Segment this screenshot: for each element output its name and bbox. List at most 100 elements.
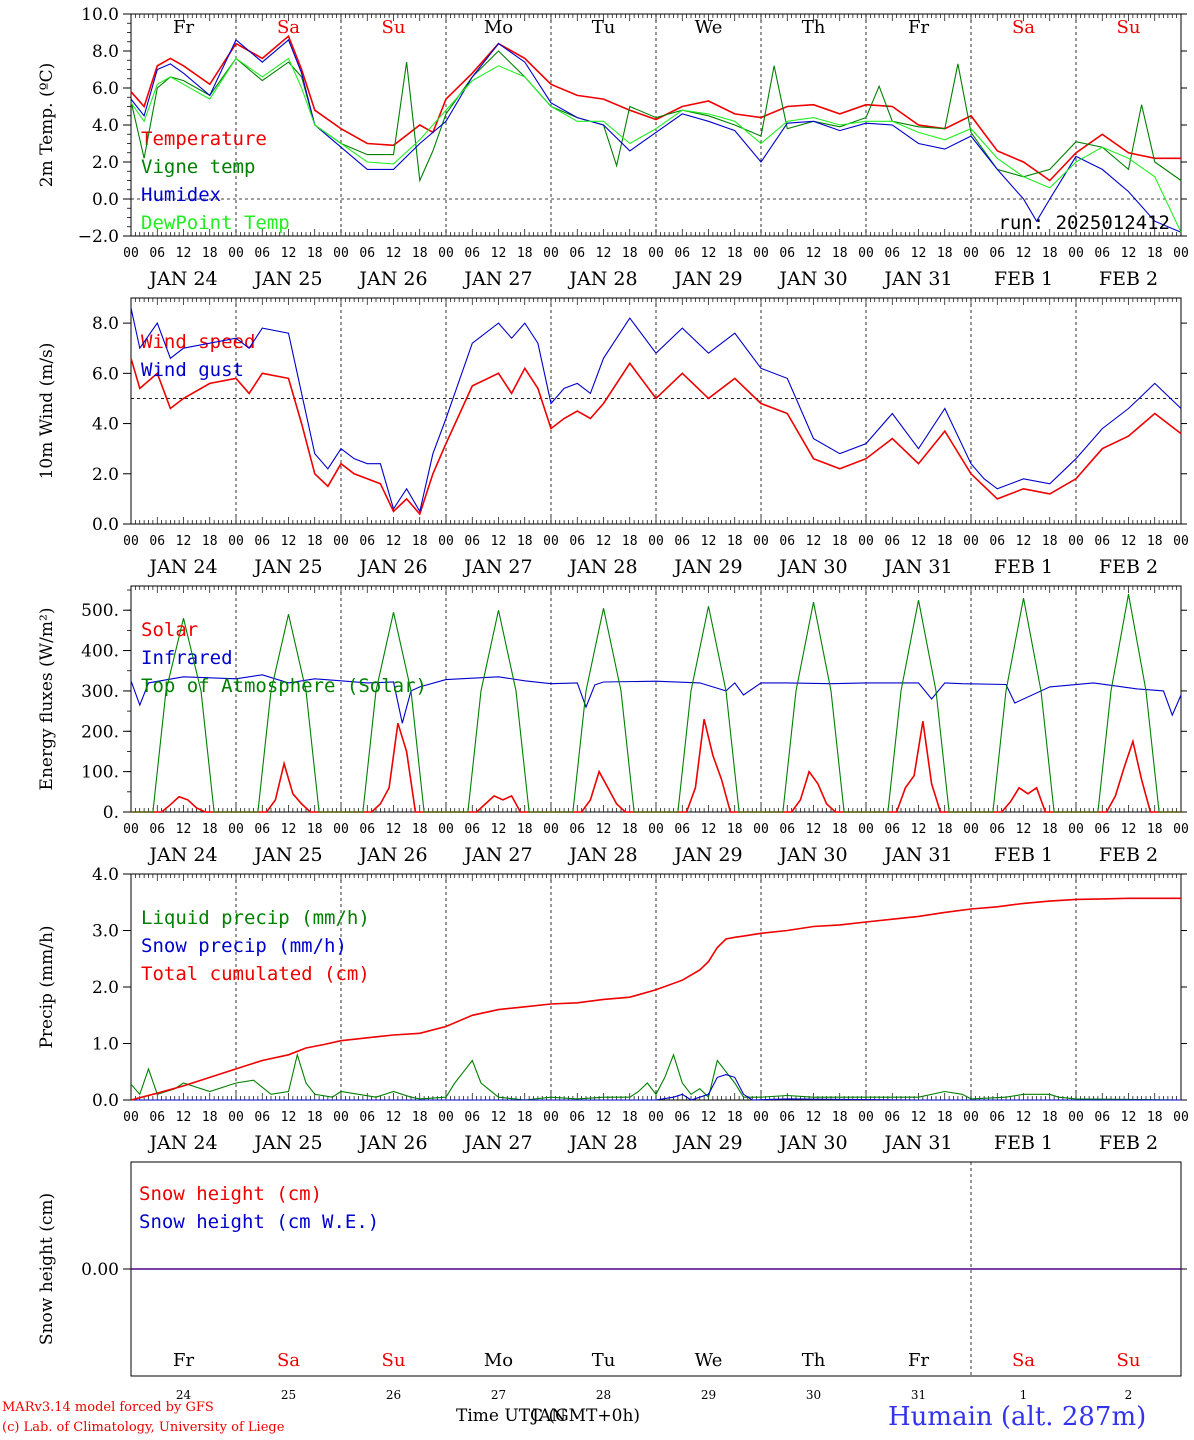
hour-tick-label: 12: [491, 1110, 507, 1125]
hour-tick-label: 18: [307, 822, 323, 837]
date-label: JAN 31: [882, 1132, 952, 1154]
hour-tick-label: 18: [1147, 1110, 1163, 1125]
series-line: [130, 57, 1182, 233]
hour-tick-label: 12: [491, 822, 507, 837]
hour-tick-label: 06: [674, 534, 690, 549]
hour-tick-label: 12: [281, 822, 297, 837]
hour-tick-label: 00: [648, 822, 664, 837]
hour-tick-label: 18: [1042, 246, 1058, 261]
y-tick-label: 0.0: [92, 1091, 119, 1111]
hour-tick-label: 12: [1121, 822, 1137, 837]
panel-5: 0.00 Snow height (cm) Snow height (cm) Snow…: [37, 1161, 1187, 1402]
hour-tick-label: 18: [622, 822, 638, 837]
hour-tick-label: 06: [254, 1110, 270, 1125]
panel-4: 4.0 3.0 2.0 1.0 0.0 Precip (mm/h) Liquid preci…: [37, 865, 1189, 1154]
day-name: Fr: [908, 1350, 929, 1371]
hour-tick-label: 18: [937, 534, 953, 549]
hour-tick-label: 06: [464, 246, 480, 261]
hour-tick-label: 06: [884, 1110, 900, 1125]
hour-tick-label: 12: [386, 1110, 402, 1125]
day-number: 25: [281, 1388, 296, 1402]
run-label: run: 2025012412: [998, 212, 1170, 234]
y-tick-label: −2.0: [78, 227, 119, 247]
hour-tick-label: 06: [464, 1110, 480, 1125]
hour-tick-label: 12: [701, 246, 717, 261]
hour-tick-label: 12: [491, 534, 507, 549]
hour-tick-label: 18: [1042, 822, 1058, 837]
day-name: Fr: [908, 17, 929, 38]
hour-tick-label: 00: [1173, 1110, 1189, 1125]
hour-tick-label: 18: [1147, 822, 1163, 837]
y-tick-label: 4.0: [92, 865, 119, 885]
date-label: JAN 24: [147, 268, 217, 290]
date-label: JAN 30: [777, 556, 847, 578]
hour-tick-label: 06: [1094, 1110, 1110, 1125]
legend-entry: Liquid precip (mm/h): [141, 907, 370, 929]
hour-tick-label: 12: [1016, 1110, 1032, 1125]
day-number: 27: [491, 1388, 506, 1402]
day-name: Mo: [484, 17, 513, 38]
site-label: Humain (alt. 287m): [888, 1402, 1147, 1432]
hour-tick-label: 12: [806, 246, 822, 261]
hour-tick-label: 18: [517, 246, 533, 261]
y-tick-label: 300.: [81, 682, 119, 702]
day-name: Sa: [277, 1350, 300, 1371]
day-number: 28: [596, 1388, 611, 1402]
date-label: JAN 27: [462, 556, 532, 578]
date-label: JAN 27: [462, 1132, 532, 1154]
hour-tick-label: 06: [1094, 534, 1110, 549]
y-tick-label: 500.: [81, 601, 119, 621]
day-name: Tu: [592, 1350, 616, 1371]
day-name: Sa: [277, 17, 300, 38]
hour-tick-label: 00: [123, 822, 139, 837]
hour-tick-label: 06: [569, 534, 585, 549]
hour-tick-label: 18: [412, 822, 428, 837]
date-label: JAN 25: [252, 1132, 322, 1154]
y-tick-label: 6.0: [92, 364, 119, 384]
hour-tick-label: 12: [806, 1110, 822, 1125]
day-number: 1: [1020, 1388, 1028, 1402]
date-label: JAN 29: [672, 844, 742, 866]
y-tick-label: 4.0: [92, 116, 119, 136]
hour-tick-label: 06: [569, 246, 585, 261]
date-label: JAN 30: [777, 844, 847, 866]
hour-tick-label: 18: [412, 246, 428, 261]
hour-tick-label: 12: [1016, 822, 1032, 837]
hour-tick-label: 12: [386, 246, 402, 261]
hour-tick-label: 12: [806, 534, 822, 549]
hour-tick-label: 18: [517, 822, 533, 837]
hour-tick-label: 18: [202, 822, 218, 837]
legend-entry: Temperature: [141, 128, 267, 150]
hour-tick-label: 18: [1042, 534, 1058, 549]
date-label: JAN 31: [882, 556, 952, 578]
hour-tick-label: 00: [333, 246, 349, 261]
hour-tick-label: 12: [1016, 534, 1032, 549]
hour-tick-label: 12: [911, 1110, 927, 1125]
date-label: JAN 31: [882, 268, 952, 290]
date-label: FEB 1: [994, 1132, 1053, 1154]
hour-tick-label: 00: [543, 534, 559, 549]
hour-tick-label: 00: [1173, 822, 1189, 837]
hour-tick-label: 00: [333, 534, 349, 549]
hour-tick-label: 00: [1068, 246, 1084, 261]
y-tick-label: 3.0: [92, 922, 119, 942]
hour-tick-label: 00: [1068, 534, 1084, 549]
hour-tick-label: 06: [359, 534, 375, 549]
hour-tick-label: 00: [648, 1110, 664, 1125]
hour-tick-label: 06: [779, 822, 795, 837]
day-number: 30: [806, 1388, 821, 1402]
date-label: JAN 26: [357, 1132, 427, 1154]
y-tick-label: 0.: [103, 803, 119, 823]
hour-tick-label: 00: [228, 246, 244, 261]
date-label: JAN 26: [357, 844, 427, 866]
hour-tick-label: 00: [543, 1110, 559, 1125]
hour-tick-label: 00: [228, 822, 244, 837]
hour-tick-label: 00: [753, 822, 769, 837]
day-name: Mo: [484, 1350, 513, 1371]
day-name: Su: [1117, 17, 1141, 38]
hour-tick-label: 00: [123, 246, 139, 261]
day-name: We: [695, 1350, 723, 1371]
y-tick-label: 10.0: [81, 5, 119, 25]
series-line: [130, 1052, 1182, 1101]
hour-tick-label: 18: [202, 1110, 218, 1125]
